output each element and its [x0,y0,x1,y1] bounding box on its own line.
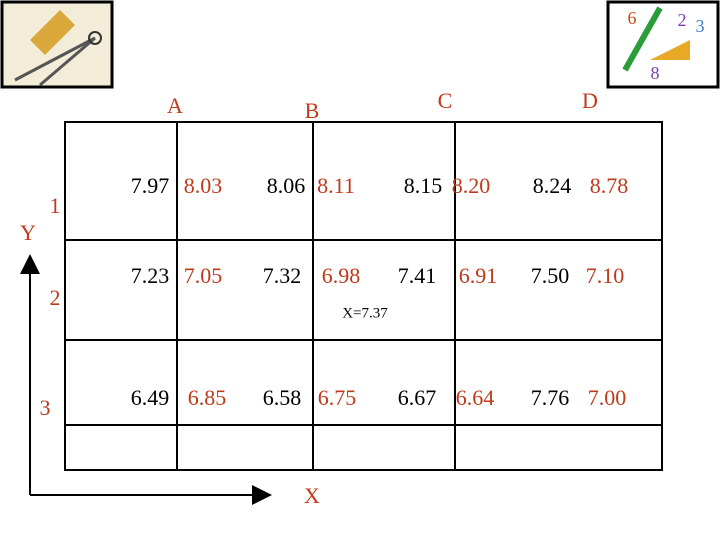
cell-value-alt: 8.03 [184,173,223,198]
cell-value-alt: 7.00 [588,385,627,410]
svg-text:3: 3 [696,16,705,36]
cell-value-alt: 6.98 [322,263,361,288]
row-label: 1 [50,193,61,218]
row-label: 3 [40,395,51,420]
cell-value-alt: 8.11 [317,173,355,198]
cell-value: 7.76 [531,385,570,410]
cell-value-alt: 6.64 [456,385,495,410]
cell-value-alt: 8.78 [590,173,629,198]
annotation: X=7.37 [342,305,388,321]
cell-value: 7.97 [131,173,170,198]
svg-text:2: 2 [678,10,687,30]
cell-value: 6.58 [263,385,302,410]
svg-text:6: 6 [628,8,637,28]
y-axis-label: Y [20,220,36,245]
svg-text:8: 8 [651,63,660,83]
icon-left [0,0,114,89]
icon-right: 6 2 3 8 [606,0,720,89]
axes [20,254,272,505]
grid [64,121,663,471]
cell-value-alt: 7.10 [586,263,625,288]
cell-value-alt: 6.85 [188,385,227,410]
cell-value: 6.67 [398,385,437,410]
cell-value: 7.23 [131,263,170,288]
cell-value-alt: 8.20 [452,173,491,198]
row-label: 2 [50,285,61,310]
cell-value: 7.50 [531,263,570,288]
cell-value-alt: 7.05 [184,263,223,288]
cell-value: 8.06 [267,173,306,198]
cell-value-alt: 6.75 [318,385,357,410]
cell-value: 7.32 [263,263,302,288]
cell-value: 7.41 [398,263,437,288]
cell-value: 8.15 [404,173,443,198]
column-header: A [167,93,183,118]
column-header: C [438,88,453,113]
x-axis-label: X [304,483,320,508]
cell-value: 6.49 [131,385,170,410]
column-header: D [582,88,598,113]
cell-value-alt: 6.91 [459,263,498,288]
column-header: B [305,98,320,123]
cell-value: 8.24 [533,173,572,198]
table-content: A B C D 1 2 3 7.97 8.03 8.06 8.11 8.15 8.20 8.24 8.78 7… [40,88,629,420]
